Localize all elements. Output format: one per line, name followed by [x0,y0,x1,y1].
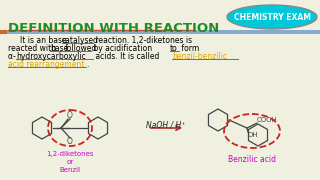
Text: NaOH / H⁺: NaOH / H⁺ [146,120,186,129]
Text: hydroxycarboxylic: hydroxycarboxylic [16,52,86,61]
Text: reaction. 1,2-diketones is: reaction. 1,2-diketones is [93,36,192,45]
Text: .: . [86,60,88,69]
Text: O: O [67,111,73,120]
Ellipse shape [227,5,317,29]
Text: acids. It is called: acids. It is called [93,52,162,61]
Text: DEFINITION WITH REACTION: DEFINITION WITH REACTION [8,22,219,35]
Text: CHEMISTRY EXAM: CHEMISTRY EXAM [234,12,310,21]
Text: catalysed: catalysed [62,36,99,45]
Text: O: O [67,138,73,147]
Text: Benzilic acid: Benzilic acid [228,155,276,164]
Text: followed: followed [65,44,97,53]
Text: base: base [50,44,68,53]
Text: COOH: COOH [257,117,278,123]
Text: reacted with: reacted with [8,44,59,53]
Text: α-: α- [8,52,18,61]
Text: OH: OH [248,132,259,138]
Bar [7,30,320,34]
Text: by acidification: by acidification [91,44,155,53]
Text: to: to [170,44,178,53]
Text: form: form [179,44,199,53]
Text: acid rearrangement: acid rearrangement [8,60,84,69]
Bar [0,30,7,34]
Text: It is an base: It is an base [20,36,69,45]
Text: benzil-benzilic: benzil-benzilic [172,52,227,61]
Text: 1,2-diketones
or
Benzil: 1,2-diketones or Benzil [46,151,94,173]
